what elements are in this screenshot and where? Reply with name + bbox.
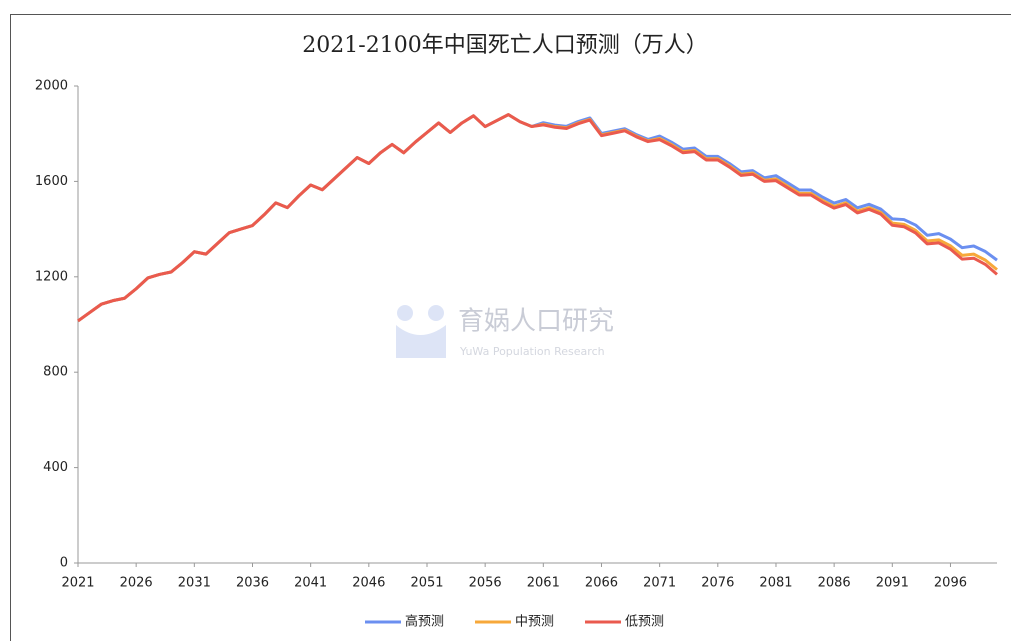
x-tick-label: 2056 [469,576,502,591]
y-tick-label: 2000 [35,79,68,94]
legend-label: 中预测 [515,615,554,630]
series-line [77,113,998,323]
watermark-icon [396,305,446,358]
x-tick-label: 2096 [934,576,967,591]
x-tick-label: 2031 [178,576,211,591]
x-tick-label: 2026 [120,576,153,591]
x-tick-label: 2061 [527,576,560,591]
x-tick-label: 2036 [236,576,269,591]
x-tick-label: 2066 [585,576,618,591]
x-tick-label: 2091 [876,576,909,591]
x-tick-label: 2086 [818,576,851,591]
y-tick-label: 0 [60,556,68,571]
x-tick-label: 2071 [643,576,676,591]
legend-label: 高预测 [405,614,444,630]
x-tick-label: 2021 [61,576,94,591]
y-tick-label: 1600 [35,174,68,189]
chart-title: 2021-2100年中国死亡人口预测（万人） [302,33,707,58]
watermark-subtitle: YuWa Population Research [459,345,605,358]
x-tick-label: 2076 [701,576,734,591]
legend-label: 低预测 [625,615,664,630]
x-tick-label: 2041 [294,576,327,591]
chart-frame [10,14,1011,641]
watermark-title: 育娲人口研究 [458,307,614,337]
y-tick-label: 400 [43,460,68,475]
series-line [77,113,998,323]
series-line [77,113,998,323]
y-tick-label: 1200 [35,269,68,284]
x-tick-label: 2051 [410,576,443,591]
y-tick-label: 800 [43,365,68,380]
x-tick-label: 2081 [759,576,792,591]
x-tick-label: 2046 [352,576,385,591]
